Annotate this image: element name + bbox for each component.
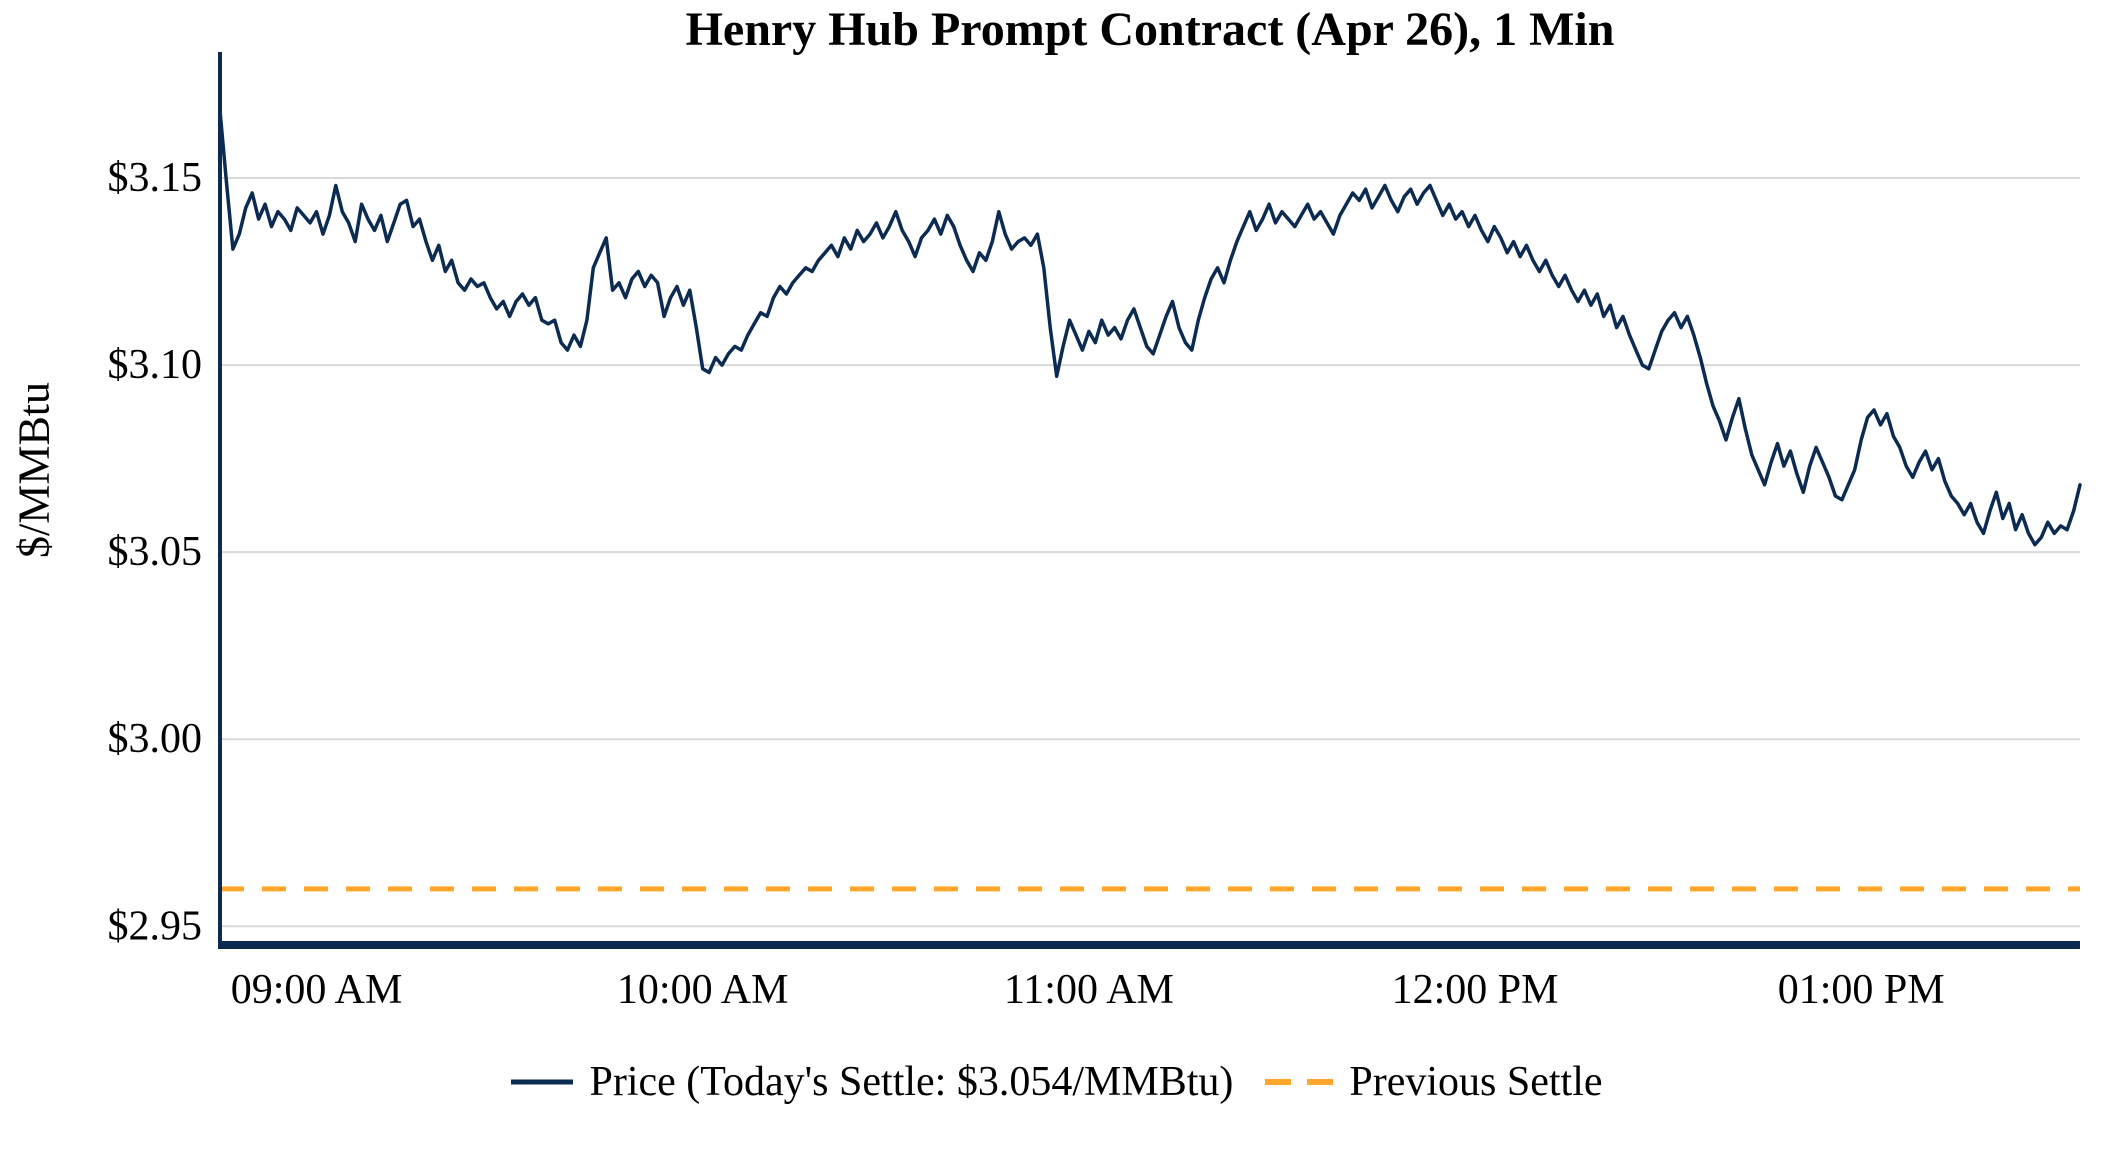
y-tick-label: $3.05 — [108, 529, 203, 575]
y-tick-label: $3.00 — [108, 716, 203, 762]
prev-settle-dashed-swatch-icon — [1265, 1079, 1334, 1085]
x-tick-label: 10:00 AM — [617, 967, 789, 1013]
chart-title: Henry Hub Prompt Contract (Apr 26), 1 Mi… — [685, 3, 1615, 56]
legend-price-label: Price (Today's Settle: $3.054/MMBtu) — [589, 1059, 1234, 1105]
price-line — [218, 108, 2082, 547]
x-tick-label: 12:00 PM — [1392, 967, 1559, 1013]
x-tick-label: 11:00 AM — [1004, 967, 1174, 1013]
y-tick-label: $3.15 — [108, 155, 203, 201]
legend-item-prev-settle[interactable]: Previous Settle — [1263, 1058, 1603, 1106]
x-tick-label: 01:00 PM — [1778, 967, 1945, 1013]
y-tick-label: $3.10 — [108, 342, 203, 388]
legend-item-price[interactable]: Price (Today's Settle: $3.054/MMBtu) — [509, 1058, 1233, 1106]
x-tick-label: 09:00 AM — [231, 967, 403, 1013]
y-tick-label: $2.95 — [108, 903, 203, 949]
price-line-swatch-icon — [511, 1079, 574, 1085]
legend: Price (Today's Settle: $3.054/MMBtu) Pre… — [0, 1058, 2112, 1106]
legend-prev-settle-label: Previous Settle — [1349, 1059, 1603, 1105]
